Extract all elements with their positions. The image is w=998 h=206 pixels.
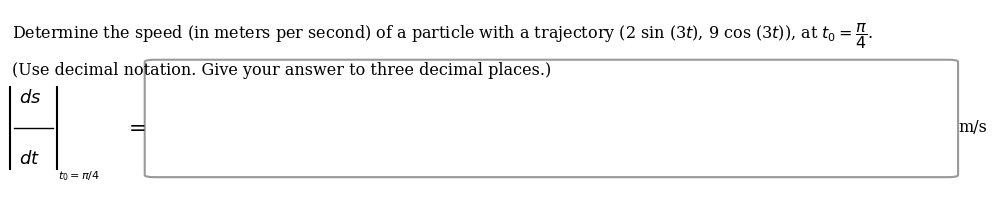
Text: $dt$: $dt$: [19, 150, 40, 168]
Text: $ds$: $ds$: [19, 89, 41, 107]
FancyBboxPatch shape: [145, 60, 958, 177]
Text: $=$: $=$: [124, 118, 146, 137]
Text: Determine the speed (in meters per second) of a particle with a trajectory (2 si: Determine the speed (in meters per secon…: [12, 21, 873, 51]
Text: m/s: m/s: [958, 119, 987, 136]
Text: (Use decimal notation. Give your answer to three decimal places.): (Use decimal notation. Give your answer …: [12, 62, 551, 79]
Text: $t_0=\pi/4$: $t_0=\pi/4$: [58, 169, 100, 183]
